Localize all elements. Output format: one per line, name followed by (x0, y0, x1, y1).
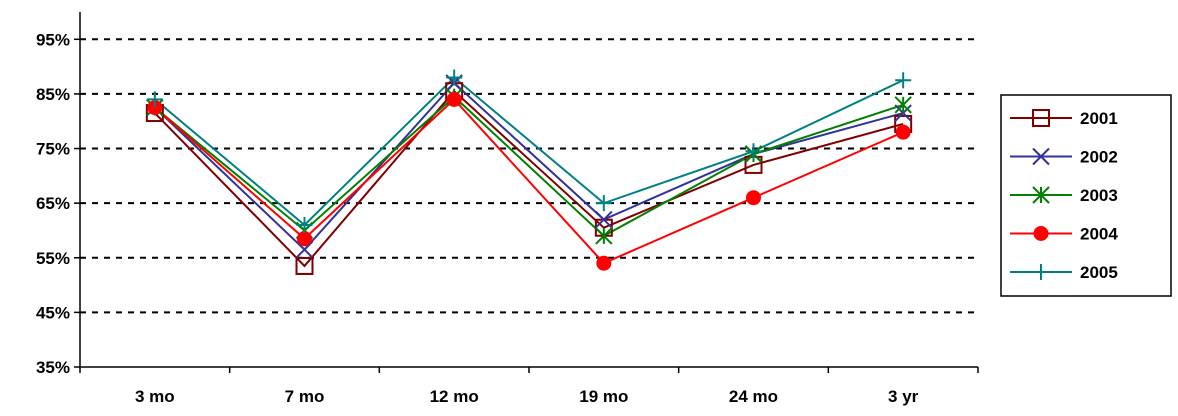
series-line-2004 (154, 97, 904, 265)
legend-label: 2003 (1080, 186, 1118, 205)
y-tick-label: 45% (36, 303, 70, 322)
legend-marker (1032, 147, 1050, 166)
legend-marker (1032, 186, 1050, 204)
legend-label: 2005 (1080, 263, 1118, 282)
y-tick-label: 65% (36, 194, 70, 213)
x-tick-label: 7 mo (285, 387, 325, 406)
legend-item-2002: 2002 (1010, 148, 1118, 167)
x-tick-label: 3 mo (135, 387, 175, 406)
data-point-2005 (146, 91, 163, 108)
data-point-2004 (596, 255, 612, 271)
legend-label: 2002 (1080, 148, 1118, 167)
data-point-2004 (446, 91, 462, 107)
data-point-2002 (595, 210, 613, 229)
axes: 35% 45% 55% 65% 75% 85% 95% 3 mo 7 mo 12 mo 19 mo 2… (36, 12, 979, 406)
legend-label: 2004 (1080, 225, 1118, 244)
legend-marker (1032, 109, 1050, 127)
y-tick-label: 95% (36, 30, 70, 49)
data-point-2005 (745, 143, 762, 160)
x-tick-label: 19 mo (579, 387, 628, 406)
legend-item-2005: 2005 (1010, 263, 1118, 282)
data-point-2004 (746, 190, 761, 206)
y-tick-label: 85% (36, 85, 70, 104)
data-point-2005 (895, 72, 912, 89)
legend-marker (1033, 264, 1049, 280)
series-line-2003 (154, 95, 904, 238)
data-point-2002 (295, 240, 314, 259)
data-point-2003 (595, 227, 613, 245)
y-tick-label: 35% (36, 358, 70, 377)
legend-label: 2001 (1080, 109, 1118, 128)
series-line-2001 (154, 89, 904, 268)
gridlines (80, 38, 978, 314)
legend-item-2003: 2003 (1010, 186, 1118, 205)
legend: 2001 2002 2003 2004 2005 (1000, 94, 1172, 297)
data-point-2005 (296, 217, 313, 233)
series-line-2002 (154, 81, 904, 252)
data-point-2001 (295, 256, 314, 275)
data-point-2005 (446, 69, 463, 86)
legend-marker (1033, 226, 1049, 241)
data-point-2004 (297, 231, 312, 247)
x-tick-label: 12 mo (430, 387, 479, 406)
x-tick-label: 3 yr (888, 387, 919, 406)
data-point-2002 (894, 104, 912, 122)
y-tick-label: 75% (36, 140, 70, 159)
legend-item-2001: 2001 (1010, 109, 1118, 128)
x-tick-label: 24 mo (729, 387, 778, 406)
series-lines (154, 76, 904, 268)
data-point-2003 (894, 96, 912, 114)
data-point-2004 (895, 124, 911, 140)
series-line-2005 (154, 76, 904, 227)
series-markers (145, 69, 913, 275)
data-point-2005 (595, 195, 612, 212)
legend-item-2004: 2004 (1010, 225, 1118, 244)
y-tick-label: 55% (36, 249, 70, 268)
